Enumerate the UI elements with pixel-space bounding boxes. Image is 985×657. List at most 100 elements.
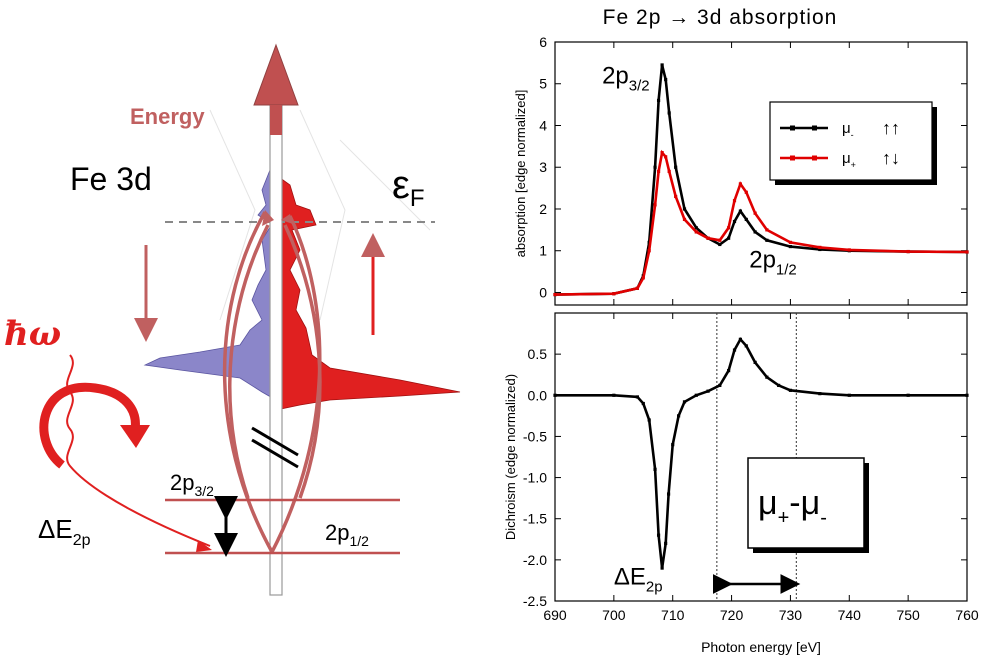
annotation-box <box>747 457 865 549</box>
data-point <box>667 169 671 174</box>
data-point <box>753 211 757 215</box>
legend-label: μ- <box>842 120 854 140</box>
data-point <box>818 245 822 249</box>
data-point <box>667 111 671 115</box>
data-point <box>664 77 668 82</box>
data-point <box>744 217 748 222</box>
y-tick-label: -1.0 <box>523 470 547 486</box>
data-point <box>738 337 742 341</box>
absorption-chart: 0 1 2 3 4 5 6 absorption [edge normalized] 2p3/2… <box>513 34 969 306</box>
data-point <box>553 393 557 397</box>
data-point <box>694 393 698 397</box>
legend-marker <box>790 155 795 161</box>
data-point <box>727 226 731 230</box>
photon-wave-arrow <box>66 354 211 547</box>
x-tick-label: 720 <box>720 607 744 623</box>
plot-frame <box>554 41 968 306</box>
x-tick-label: 740 <box>838 607 862 623</box>
data-point <box>753 360 757 364</box>
data-point <box>788 244 793 249</box>
data-point <box>664 155 668 159</box>
data-point <box>777 383 781 388</box>
energy-label: Energy <box>130 104 205 129</box>
annotation-label: 2p3/2 <box>602 63 650 95</box>
data-point <box>765 228 769 232</box>
data-point <box>674 194 678 199</box>
data-point <box>641 401 645 406</box>
fe3d-label: Fe 3d <box>70 161 152 197</box>
polarization-arrowhead <box>120 425 150 448</box>
y-tick-label: -2.5 <box>523 593 547 609</box>
data-point <box>682 217 687 222</box>
data-point <box>653 203 657 207</box>
data-point <box>847 393 851 397</box>
plot-frame <box>554 312 968 602</box>
data-point <box>660 151 664 155</box>
delta-e-label: ΔE2p <box>38 514 91 549</box>
y-tick-label: 0 <box>539 284 547 300</box>
dos-spin-up <box>275 174 461 411</box>
data-point <box>906 393 910 397</box>
data-point <box>612 292 616 296</box>
mcd-formula: μ+-μ- <box>758 484 827 529</box>
data-point <box>647 418 651 422</box>
data-point <box>682 207 687 211</box>
y-tick-label: 5 <box>539 76 547 92</box>
x-tick-label: 730 <box>779 607 803 623</box>
y-tick-label: 0.5 <box>528 346 548 362</box>
level-2p12-label: 2p1/2 <box>325 520 369 549</box>
data-point <box>653 467 657 471</box>
data-point <box>656 169 661 174</box>
data-point <box>660 63 664 67</box>
circular-polarization-arrow <box>39 382 140 469</box>
y-tick-label: 2 <box>539 201 547 217</box>
x-axis-label: Photon energy [eV] <box>701 639 821 655</box>
data-point <box>635 395 639 399</box>
y-tick-label: 1 <box>539 243 547 259</box>
background-guide-lines <box>209 109 431 321</box>
energy-diagram: Energy Fe 3d εF ħω ΔE2p 2p3/2 2p1/2 <box>4 43 461 596</box>
x-tick-label: 760 <box>955 607 979 623</box>
fermi-label: εF <box>392 163 425 212</box>
legend-spin-arrows: ↑↓ <box>882 148 900 168</box>
series-line <box>554 149 968 296</box>
level-2p32-label: 2p3/2 <box>170 470 214 499</box>
series-line <box>554 64 968 296</box>
data-point <box>647 249 651 253</box>
data-point <box>906 249 910 254</box>
data-point <box>653 165 657 169</box>
x-tick-label: 700 <box>602 607 626 623</box>
data-point <box>732 199 737 203</box>
data-point <box>718 383 722 388</box>
data-point <box>694 230 698 234</box>
legend-spin-arrows: ↑↑ <box>882 118 900 138</box>
transition-arrowhead-right <box>281 214 293 224</box>
data-point <box>664 541 668 545</box>
data-point <box>666 492 671 496</box>
y-tick-label: -1.5 <box>523 511 547 527</box>
photon-arrowhead <box>196 540 212 552</box>
data-point <box>818 247 822 252</box>
data-point <box>671 443 675 447</box>
x-tick-label: 690 <box>543 607 567 623</box>
series-line <box>555 337 967 569</box>
data-point <box>660 566 664 570</box>
energy-axis-shaft <box>269 94 283 596</box>
data-point <box>727 369 731 373</box>
legend-marker <box>812 125 817 131</box>
y-axis-label: absorption [edge normalized] <box>513 90 528 258</box>
data-point <box>718 238 722 242</box>
data-point <box>635 286 639 290</box>
y-tick-label: 4 <box>539 117 547 133</box>
y-tick-label: 3 <box>539 159 547 175</box>
energy-axis-top <box>270 105 282 135</box>
y-tick-label: -0.5 <box>523 428 547 444</box>
data-point <box>612 393 616 397</box>
data-point <box>656 533 661 537</box>
data-point <box>788 388 793 392</box>
data-point <box>553 292 557 297</box>
data-point <box>765 238 769 242</box>
energy-axis-arrowhead <box>253 43 299 106</box>
data-point <box>965 393 969 397</box>
